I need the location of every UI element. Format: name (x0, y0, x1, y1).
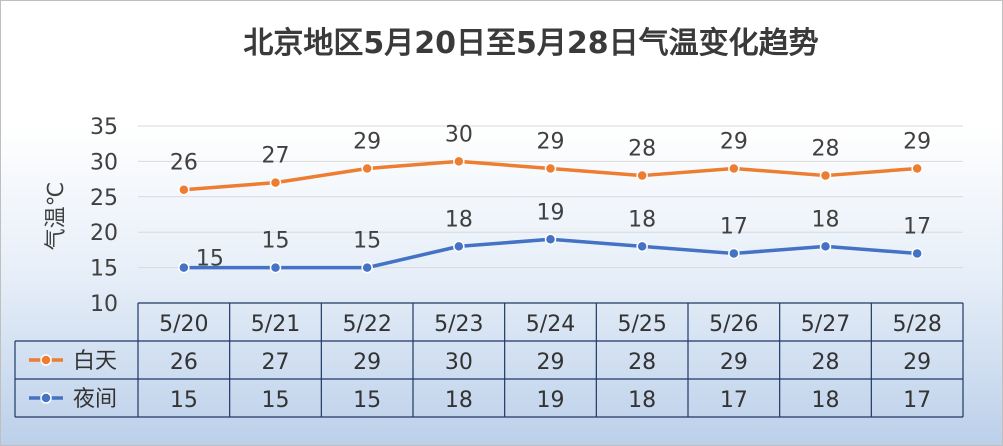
x-tick-label: 5/28 (892, 312, 941, 337)
table-cell-value: 29 (720, 350, 748, 375)
data-label: 17 (720, 214, 748, 239)
table-cell-value: 18 (628, 388, 656, 413)
data-label: 28 (812, 137, 840, 162)
data-point (636, 240, 648, 253)
data-label: 27 (262, 144, 290, 169)
x-tick-label: 5/25 (617, 312, 666, 337)
data-point (544, 233, 557, 246)
data-point (728, 162, 740, 175)
table-cell-value: 30 (445, 350, 473, 375)
data-label: 18 (445, 207, 473, 232)
table-cell-value: 29 (353, 350, 381, 375)
legend-label: 白天 (73, 349, 117, 374)
table-cell-value: 19 (537, 388, 565, 413)
data-point (911, 247, 923, 260)
data-point (361, 261, 373, 274)
y-tick-label: 15 (90, 257, 118, 282)
data-point (819, 240, 832, 253)
data-point (178, 183, 190, 196)
x-tick-label: 5/24 (526, 312, 575, 337)
table-cell-value: 29 (903, 350, 931, 375)
table-cell-value: 29 (537, 350, 565, 375)
x-tick-label: 5/20 (159, 312, 208, 337)
table-cell-value: 27 (262, 350, 290, 375)
table-cell-value: 18 (812, 388, 840, 413)
chart-title: 北京地区5月20日至5月28日气温变化趋势 (243, 26, 818, 61)
data-point (269, 176, 282, 189)
y-tick-label: 20 (90, 221, 118, 246)
table-cell-value: 18 (445, 388, 473, 413)
table-cell-value: 15 (170, 388, 198, 413)
data-label: 18 (628, 207, 656, 232)
table-cell-value: 17 (720, 388, 748, 413)
data-point (911, 162, 923, 175)
y-axis-label: 气温℃ (44, 182, 69, 251)
data-point (269, 261, 282, 274)
table-cell-value: 17 (903, 388, 931, 413)
y-tick-label: 25 (90, 186, 118, 211)
data-label: 15 (196, 247, 224, 272)
data-label: 19 (537, 200, 565, 225)
table-cell-value: 28 (812, 350, 840, 375)
y-tick-label: 30 (90, 150, 118, 175)
legend-marker (40, 392, 52, 404)
data-label: 18 (812, 207, 840, 232)
data-label: 29 (537, 129, 565, 154)
data-point (728, 247, 740, 260)
y-tick-label: 10 (90, 292, 118, 317)
table-cell-value: 15 (353, 388, 381, 413)
data-point (544, 162, 557, 175)
x-tick-label: 5/21 (251, 312, 300, 337)
x-tick-label: 5/23 (434, 312, 483, 337)
table-cell-value: 26 (170, 350, 198, 375)
data-label: 29 (903, 129, 931, 154)
data-point (453, 240, 465, 253)
data-label: 26 (170, 151, 198, 176)
legend-label: 夜间 (73, 387, 117, 412)
data-label: 29 (720, 129, 748, 154)
x-tick-label: 5/27 (801, 312, 850, 337)
data-label: 29 (353, 129, 381, 154)
data-point (361, 162, 373, 175)
y-tick-label: 35 (90, 115, 118, 140)
data-label: 17 (903, 214, 931, 239)
data-point (819, 169, 832, 182)
data-point (178, 261, 190, 274)
x-tick-label: 5/26 (709, 312, 758, 337)
x-tick-label: 5/22 (342, 312, 391, 337)
data-label: 15 (353, 229, 381, 254)
table-cell-value: 15 (262, 388, 290, 413)
data-point (636, 169, 648, 182)
data-label: 28 (628, 137, 656, 162)
data-label: 30 (445, 122, 473, 147)
table-cell-value: 28 (628, 350, 656, 375)
legend-marker (40, 354, 52, 366)
data-point (453, 155, 465, 168)
data-label: 15 (262, 229, 290, 254)
